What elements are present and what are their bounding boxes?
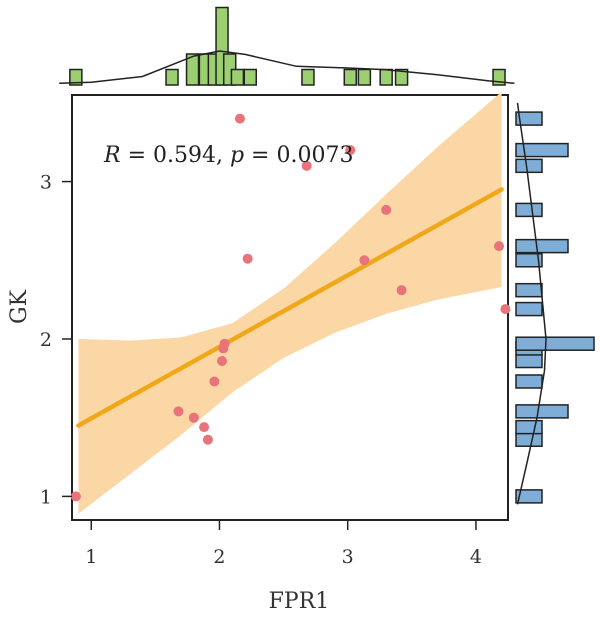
data-point bbox=[70, 491, 81, 502]
top-histogram-bar bbox=[185, 53, 200, 86]
data-point bbox=[217, 356, 228, 367]
top-histogram-bar bbox=[301, 68, 315, 86]
x-tick-label: 3 bbox=[342, 546, 354, 568]
right-histogram-bar bbox=[515, 301, 543, 317]
regression-line bbox=[76, 187, 504, 428]
right-histogram-bar bbox=[515, 336, 595, 351]
right-histogram-bar bbox=[515, 432, 543, 447]
data-point bbox=[219, 338, 230, 349]
top-histogram-bar bbox=[243, 68, 257, 86]
data-point bbox=[345, 145, 356, 156]
data-point bbox=[494, 241, 505, 252]
y-tick-label: 2 bbox=[40, 329, 52, 351]
top-histogram-bar bbox=[357, 68, 372, 86]
top-histogram-bar bbox=[379, 68, 393, 86]
top-histogram-bar bbox=[69, 68, 83, 86]
data-point bbox=[173, 406, 184, 417]
right-histogram-bar bbox=[515, 202, 543, 218]
top-histogram-bar bbox=[343, 68, 358, 86]
data-point bbox=[234, 113, 245, 124]
top-histogram-bar bbox=[230, 68, 245, 86]
x-axis: 1 2 3 4 bbox=[85, 520, 482, 568]
data-point bbox=[500, 304, 511, 315]
right-density-curve bbox=[516, 102, 547, 505]
top-histogram bbox=[59, 6, 515, 86]
right-histogram bbox=[515, 102, 595, 505]
right-histogram-bar bbox=[515, 158, 543, 174]
right-histogram-bar bbox=[515, 111, 543, 126]
p-symbol: p bbox=[230, 143, 244, 168]
data-point bbox=[202, 434, 213, 445]
right-histogram-bar bbox=[515, 238, 569, 254]
confidence-band bbox=[78, 91, 502, 514]
p-value: = 0.0073 bbox=[244, 143, 353, 168]
right-histogram-bar bbox=[515, 489, 543, 504]
data-point bbox=[209, 376, 220, 387]
right-histogram-bar bbox=[515, 353, 543, 369]
right-histogram-bar bbox=[515, 404, 569, 419]
right-histogram-bar bbox=[515, 282, 543, 298]
r-value: = 0.594, bbox=[121, 143, 230, 168]
x-tick-label: 2 bbox=[213, 546, 225, 568]
r-symbol: R bbox=[103, 143, 121, 168]
data-point bbox=[199, 422, 210, 433]
plot-area bbox=[70, 91, 511, 514]
data-point bbox=[359, 255, 370, 266]
data-point bbox=[381, 204, 392, 215]
right-histogram-bar bbox=[515, 253, 543, 268]
data-point bbox=[301, 160, 312, 171]
x-tick-label: 4 bbox=[470, 546, 482, 568]
right-histogram-bar bbox=[515, 419, 543, 435]
x-axis-title: FPR1 bbox=[269, 589, 330, 614]
top-density-curve bbox=[59, 50, 515, 85]
y-axis: 1 2 3 bbox=[40, 172, 72, 508]
top-histogram-bar bbox=[394, 68, 409, 86]
x-tick-label: 1 bbox=[85, 546, 97, 568]
right-histogram-bar bbox=[515, 142, 569, 158]
right-histogram-bar bbox=[515, 374, 543, 389]
top-histogram-bar bbox=[165, 68, 179, 86]
data-point bbox=[188, 412, 199, 423]
y-tick-label: 3 bbox=[40, 172, 52, 194]
y-tick-label: 1 bbox=[40, 486, 52, 508]
correlation-annotation: R = 0.594, p = 0.0073 bbox=[103, 143, 353, 168]
y-axis-title: GK bbox=[7, 289, 32, 324]
data-point bbox=[242, 253, 253, 264]
data-point bbox=[396, 285, 407, 296]
